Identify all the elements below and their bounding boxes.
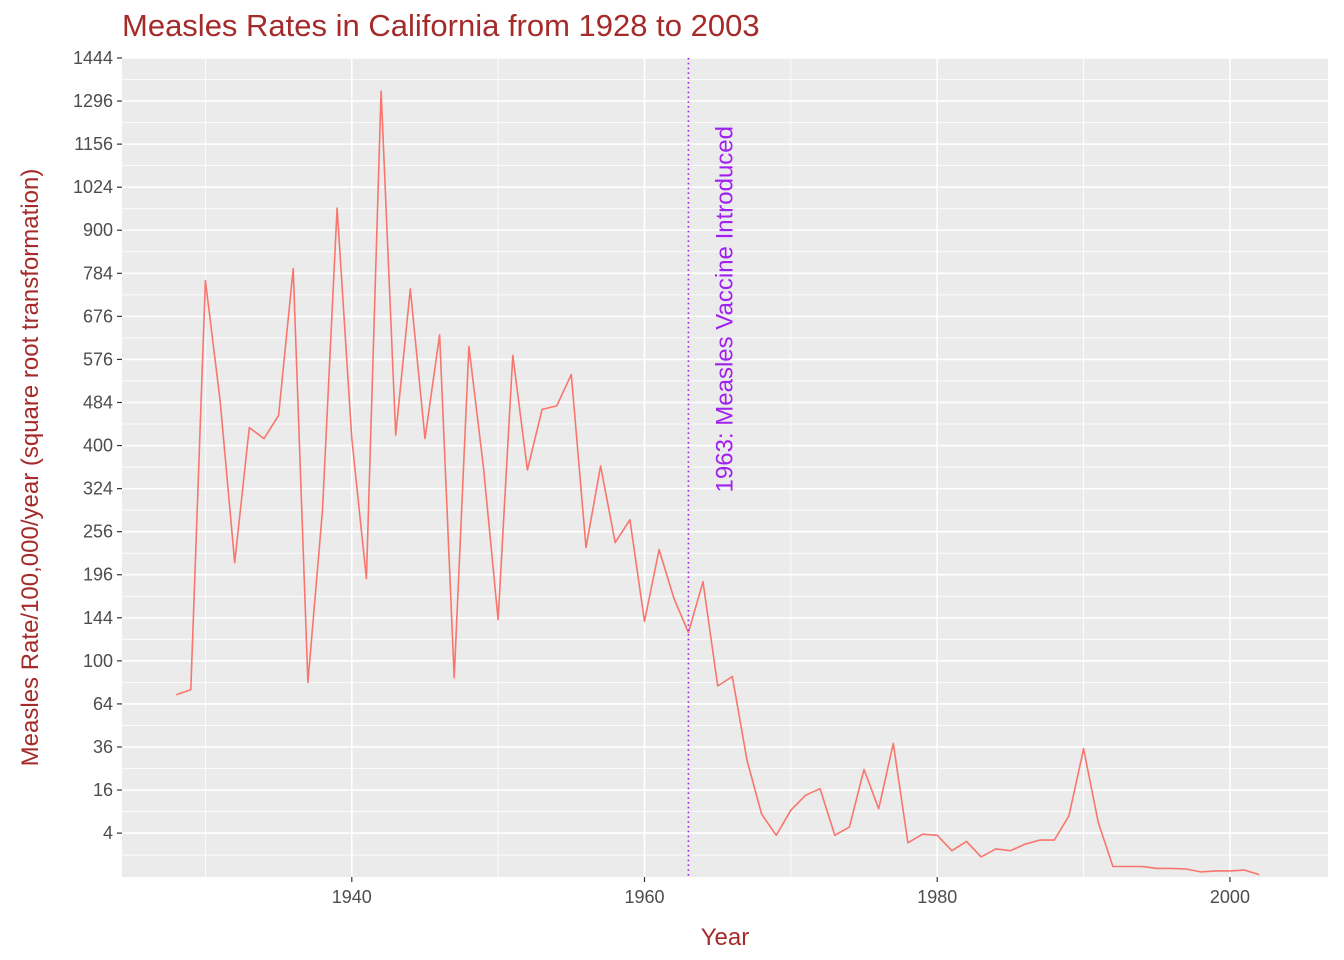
x-tick-label: 1980 <box>917 887 957 907</box>
y-tick-label: 784 <box>83 263 113 283</box>
y-tick-label: 16 <box>93 780 113 800</box>
plot-panel <box>122 58 1328 877</box>
y-tick-label: 900 <box>83 220 113 240</box>
x-tick-label: 2000 <box>1210 887 1250 907</box>
vaccine-annotation: 1963: Measles Vaccine Introduced <box>711 126 738 492</box>
x-tick-label: 1940 <box>332 887 372 907</box>
y-tick-label: 256 <box>83 522 113 542</box>
y-tick-label: 400 <box>83 436 113 456</box>
y-tick-label: 576 <box>83 349 113 369</box>
x-axis-title: Year <box>701 924 750 951</box>
y-tick-label: 1024 <box>73 177 113 197</box>
y-tick-label: 1296 <box>73 91 113 111</box>
y-tick-label: 4 <box>103 823 113 843</box>
y-tick-label: 324 <box>83 479 113 499</box>
y-tick-label: 144 <box>83 608 113 628</box>
y-tick-label: 1156 <box>74 134 113 154</box>
y-tick-label: 100 <box>83 651 113 671</box>
x-tick-label: 1960 <box>624 887 664 907</box>
y-tick-label: 196 <box>83 565 113 585</box>
y-tick-label: 1444 <box>73 48 113 68</box>
y-tick-label: 36 <box>93 737 113 757</box>
y-axis-title: Measles Rate/100,000/year (square root t… <box>17 169 44 767</box>
y-tick-label: 676 <box>83 306 113 326</box>
series-line <box>175 90 1260 876</box>
y-tick-label: 64 <box>93 694 113 714</box>
y-tick-label: 484 <box>83 392 113 412</box>
chart-title: Measles Rates in California from 1928 to… <box>122 8 760 43</box>
